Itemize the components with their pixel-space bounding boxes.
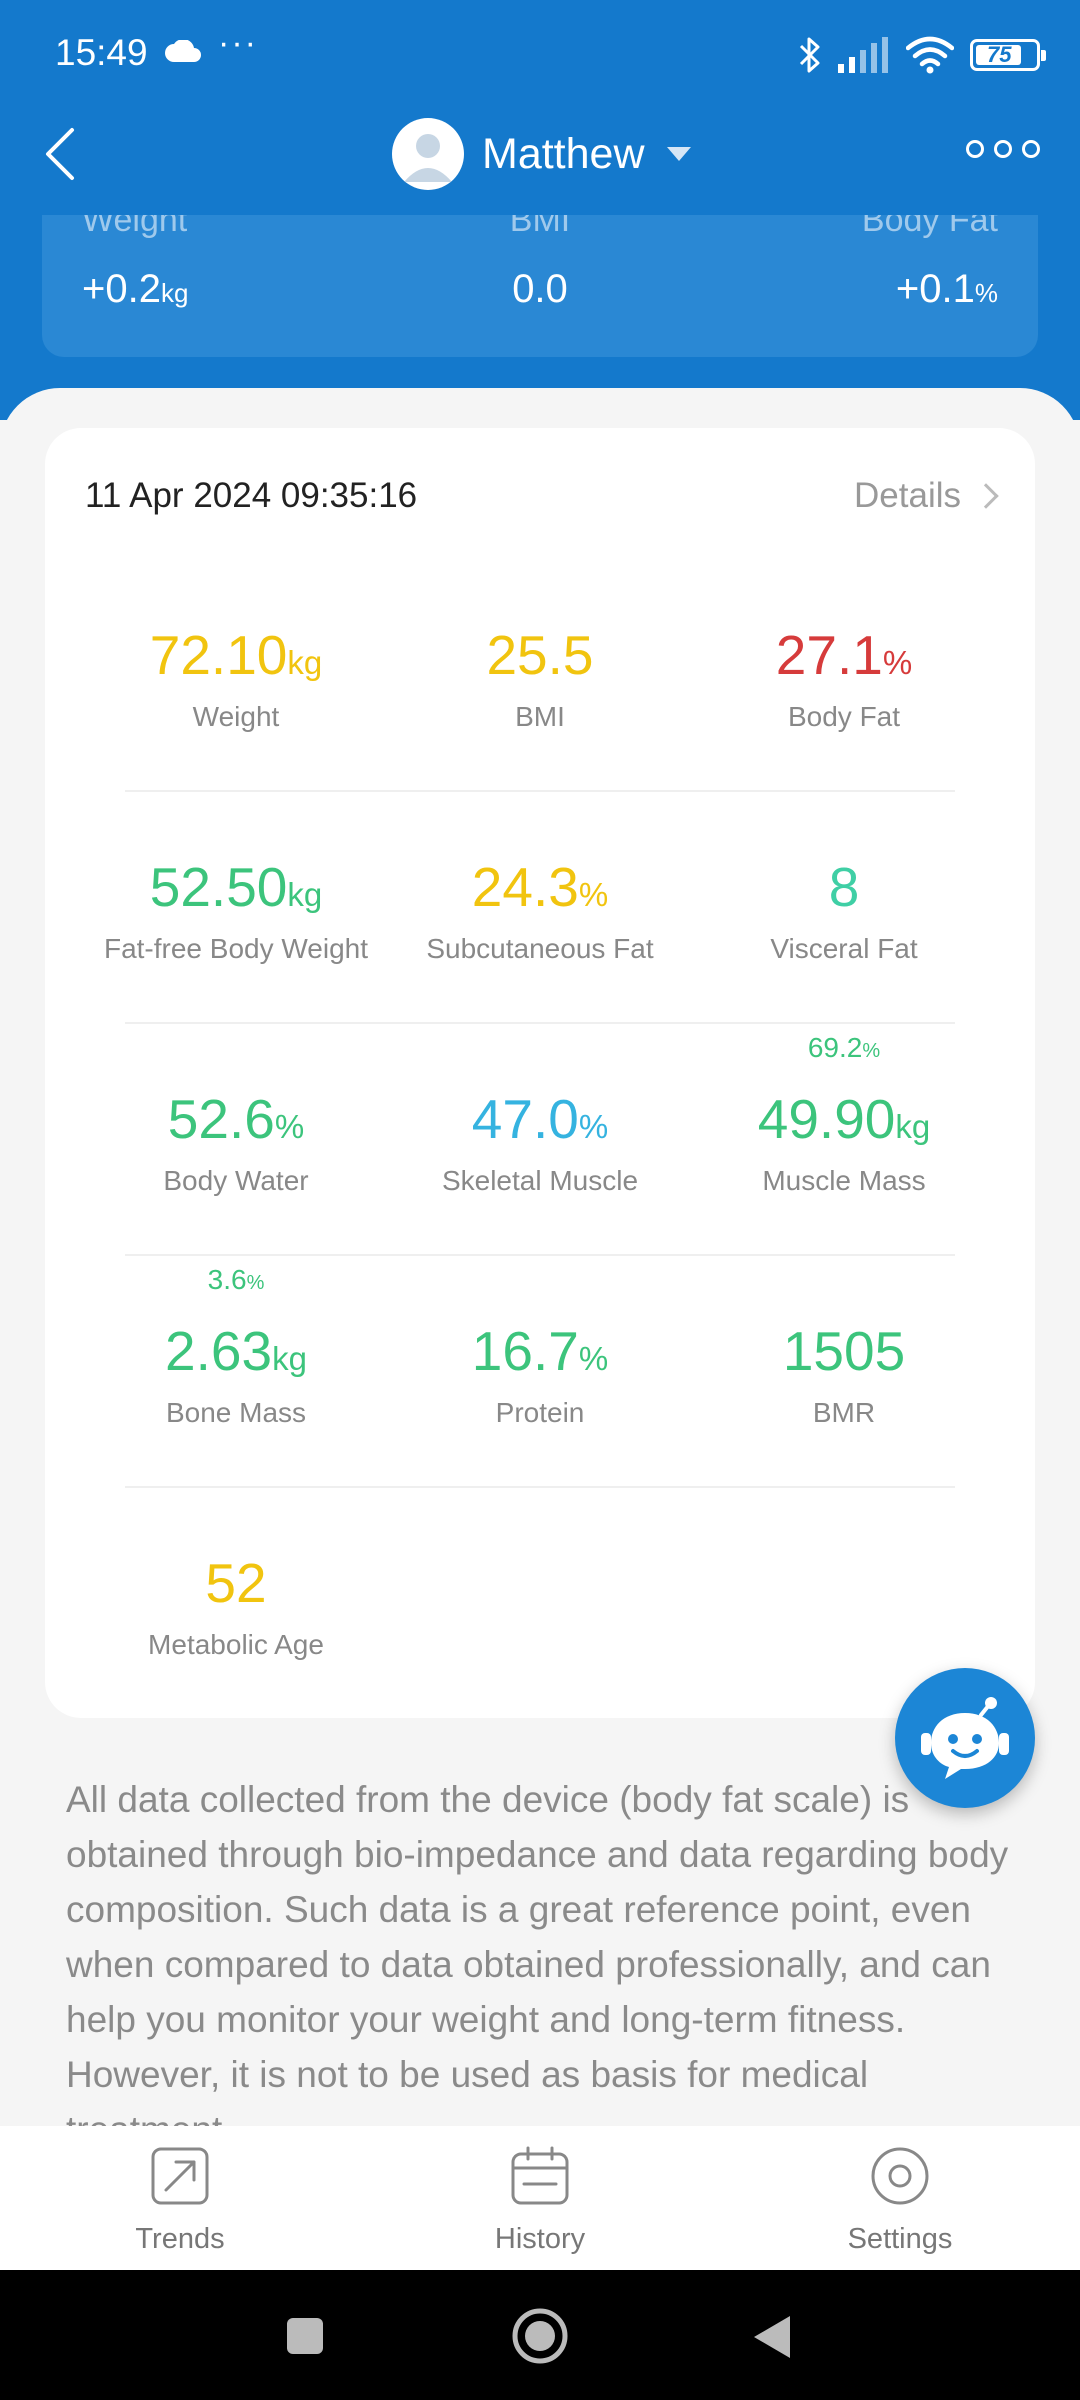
profile-switcher[interactable]: Matthew: [392, 118, 691, 190]
divider: [125, 1022, 955, 1024]
metric-value: 49.90kg: [757, 1088, 931, 1150]
cloud-icon: [165, 40, 201, 62]
metric-label: Bone Mass: [165, 1397, 307, 1428]
battery-level: 75: [987, 42, 1012, 67]
summary-bmi: BMI 0.0: [415, 215, 665, 357]
metric-value: 52: [205, 1552, 267, 1614]
metric-value: 1505: [782, 1320, 906, 1382]
chatbot-button[interactable]: [895, 1668, 1035, 1808]
chevron-down-icon: [666, 147, 691, 161]
back-triangle-icon[interactable]: [752, 2314, 792, 2360]
tab-label: Trends: [135, 2223, 225, 2255]
tab-history[interactable]: History: [440, 2146, 640, 2256]
metric-value: 24.3%: [471, 856, 609, 918]
chevron-right-icon: [973, 483, 999, 509]
summary-weight-label: Weight: [82, 215, 188, 239]
metric-bmi[interactable]: 25.5 BMI: [380, 628, 700, 733]
disclaimer-text: All data collected from the device (body…: [66, 1779, 1009, 2127]
home-circle-icon[interactable]: [510, 2306, 570, 2366]
metric-fat-free-weight[interactable]: 52.50kg Fat-free Body Weight: [76, 860, 396, 965]
status-time: 15:49: [55, 32, 148, 73]
metric-value: 2.63kg: [165, 1320, 307, 1382]
tab-trends[interactable]: Trends: [80, 2146, 280, 2256]
divider: [125, 790, 955, 792]
top-nav-bar: Matthew: [0, 110, 1080, 200]
bluetooth-icon: [799, 37, 820, 73]
details-label: Details: [854, 476, 961, 515]
more-icon[interactable]: [966, 140, 1040, 158]
tab-label: History: [494, 2223, 586, 2255]
metric-visceral-fat[interactable]: 8 Visceral Fat: [684, 860, 1004, 965]
metric-bmr[interactable]: 1505 BMR: [684, 1324, 1004, 1429]
metric-label: Visceral Fat: [770, 933, 918, 964]
back-arrow-icon[interactable]: [38, 124, 88, 184]
metric-label: Weight: [192, 701, 280, 732]
measurement-datetime: 11 Apr 2024 09:35:16: [85, 476, 418, 515]
metric-label: BMR: [812, 1397, 876, 1428]
metric-skeletal-muscle[interactable]: 47.0% Skeletal Muscle: [380, 1092, 700, 1197]
metric-label: Subcutaneous Fat: [426, 933, 654, 964]
summary-weight: Weight +0.2kg: [82, 215, 332, 357]
summary-bmi-label: BMI: [509, 215, 571, 239]
divider: [125, 1254, 955, 1256]
metric-protein[interactable]: 16.7% Protein: [380, 1324, 700, 1429]
metric-value: 52.6%: [167, 1088, 305, 1150]
trends-icon: [151, 2147, 209, 2205]
metric-weight[interactable]: 72.10kg Weight: [76, 628, 396, 733]
metric-sub-value: 69.2%: [807, 1032, 881, 1063]
metric-metabolic-age[interactable]: 52 Metabolic Age: [76, 1556, 396, 1661]
metric-label: Skeletal Muscle: [441, 1165, 639, 1196]
summary-weight-value: +0.2kg: [82, 267, 189, 311]
metric-value: 8: [828, 856, 860, 918]
status-more-dots: ···: [218, 24, 258, 62]
metric-label: Protein: [495, 1397, 585, 1428]
change-summary-card: Weight +0.2kg BMI 0.0 Body Fat +0.1%: [42, 215, 1038, 357]
metric-label: BMI: [515, 701, 565, 732]
metric-value: 72.10kg: [149, 624, 323, 686]
metric-muscle-mass[interactable]: 69.2% 49.90kg Muscle Mass: [684, 1032, 1004, 1197]
settings-icon: [871, 2147, 929, 2205]
bottom-tab-bar: Trends History Settings: [0, 2126, 1080, 2270]
wifi-icon: [906, 36, 954, 74]
metric-label: Body Fat: [787, 701, 901, 732]
summary-bmi-value: 0.0: [512, 267, 568, 311]
battery-icon: 75: [970, 39, 1046, 71]
metric-body-fat[interactable]: 27.1% Body Fat: [684, 628, 1004, 733]
system-nav-bar: [0, 2270, 1080, 2400]
avatar-icon: [404, 134, 452, 182]
chatbot-icon: [921, 1697, 1009, 1779]
details-link[interactable]: Details: [854, 476, 999, 516]
square-icon[interactable]: [285, 2316, 325, 2356]
metric-label: Fat-free Body Weight: [103, 933, 369, 964]
calendar-icon: [511, 2146, 569, 2205]
avatar: [392, 118, 464, 190]
metric-value: 16.7%: [471, 1320, 609, 1382]
metric-sub-value: 3.6%: [207, 1264, 265, 1295]
tab-settings[interactable]: Settings: [800, 2146, 1000, 2256]
tab-label: Settings: [847, 2223, 953, 2255]
metric-subcutaneous-fat[interactable]: 24.3% Subcutaneous Fat: [380, 860, 700, 965]
metric-value: 27.1%: [775, 624, 913, 686]
metric-label: Metabolic Age: [148, 1629, 324, 1660]
metric-label: Muscle Mass: [762, 1165, 926, 1196]
metric-body-water[interactable]: 52.6% Body Water: [76, 1092, 396, 1197]
metric-bone-mass[interactable]: 3.6% 2.63kg Bone Mass: [76, 1264, 396, 1429]
summary-bodyfat: Body Fat +0.1%: [742, 215, 998, 357]
status-bar: 15:49 ··· 75: [0, 0, 1080, 110]
metric-value: 52.50kg: [149, 856, 323, 918]
summary-bodyfat-label: Body Fat: [861, 215, 998, 239]
profile-name: Matthew: [482, 129, 645, 178]
metric-value: 25.5: [486, 624, 594, 686]
measurement-card: 11 Apr 2024 09:35:16 Details 72.10kg Wei…: [45, 428, 1035, 1718]
divider: [125, 1486, 955, 1488]
signal-icon: [838, 37, 888, 73]
metric-label: Body Water: [163, 1165, 309, 1196]
summary-bodyfat-value: +0.1%: [895, 267, 998, 311]
metric-value: 47.0%: [471, 1088, 609, 1150]
